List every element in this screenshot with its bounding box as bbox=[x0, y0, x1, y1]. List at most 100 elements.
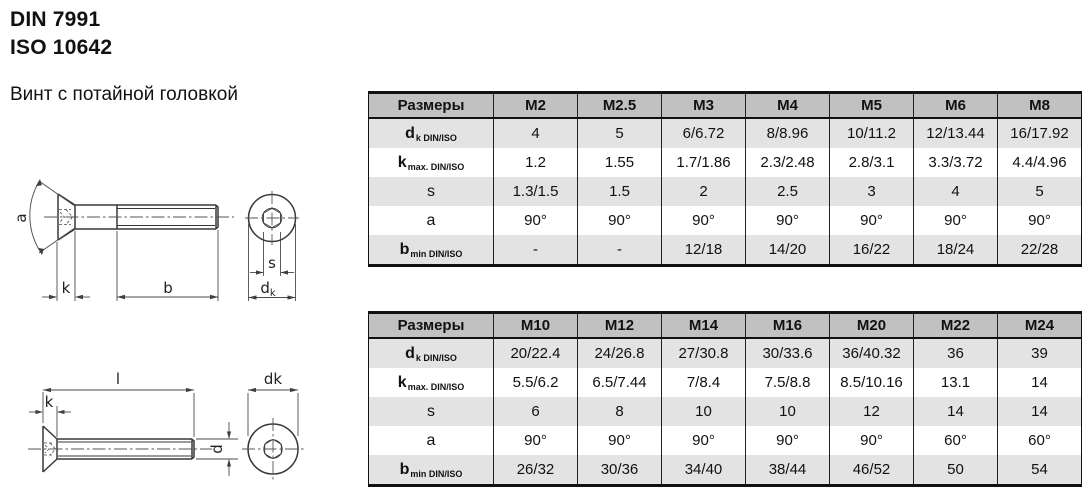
size-column-header: Размеры bbox=[397, 97, 465, 114]
table-cell: 5 bbox=[577, 119, 661, 148]
table-cell: 4.4/4.96 bbox=[997, 148, 1081, 177]
row-label: a bbox=[426, 211, 436, 229]
table-cell: 30/33.6 bbox=[745, 339, 829, 368]
drawing-countersunk-screw-partial-thread: a k b bbox=[12, 179, 299, 301]
column-header-M2.5: M2.5 bbox=[577, 94, 661, 117]
table-row: s 6 8 10 10 12 14 14 bbox=[369, 397, 1081, 426]
hidden-socket-lines bbox=[44, 442, 57, 456]
table-cell: 5.5/6.2 bbox=[493, 368, 577, 397]
d-dimension: d bbox=[196, 422, 238, 476]
table-header-row: Размеры M2 M2.5 M3 M4 M5 M6 M8 bbox=[369, 94, 1081, 119]
row-label: s bbox=[427, 182, 435, 200]
product-title: Винт с потайной головкой bbox=[10, 84, 238, 105]
column-header-M5: M5 bbox=[829, 94, 913, 117]
table-cell: 14 bbox=[997, 397, 1081, 426]
size-column-header: Размеры bbox=[397, 317, 465, 334]
table-cell: 14/20 bbox=[745, 235, 829, 264]
table-cell: 2 bbox=[661, 177, 745, 206]
table-cell: 14 bbox=[913, 397, 997, 426]
table-cell: 34/40 bbox=[661, 455, 745, 484]
length-dimension: l bbox=[42, 370, 195, 437]
column-header-M24: M24 bbox=[997, 314, 1081, 337]
table-cell: 1.55 bbox=[577, 148, 661, 177]
table-cell: 12 bbox=[829, 397, 913, 426]
table-cell: 2.3/2.48 bbox=[745, 148, 829, 177]
table-cell: 8 bbox=[577, 397, 661, 426]
table-cell: 18/24 bbox=[913, 235, 997, 264]
dim-label-head-height: k bbox=[45, 393, 54, 411]
table-cell: 8/8.96 bbox=[745, 119, 829, 148]
table-cell: 36/40.32 bbox=[829, 339, 913, 368]
table-cell: 90° bbox=[493, 426, 577, 455]
table-cell: 2.5 bbox=[745, 177, 829, 206]
dimensions-table-large-sizes: Размеры M10 M12 M14 M16 M20 M22 M24 d k DIN/ISO 20… bbox=[368, 311, 1082, 487]
table-cell: 26/32 bbox=[493, 455, 577, 484]
table-row: b min DIN/ISO - -12/18 14/20 16/22 18/24 22/28 bbox=[369, 235, 1081, 264]
dimensions-table-small-sizes: Размеры M2 M2.5 M3 M4 M5 M6 M8 d k DIN/ISO 4 5 6/6.7… bbox=[368, 91, 1082, 267]
table-cell: 13.1 bbox=[913, 368, 997, 397]
dim-label-thread-length: b bbox=[163, 279, 173, 297]
column-header-M20: M20 bbox=[829, 314, 913, 337]
table-cell: 36 bbox=[913, 339, 997, 368]
table-cell: 3.3/3.72 bbox=[913, 148, 997, 177]
dim-label-socket: s bbox=[268, 254, 276, 272]
table-cell: 46/52 bbox=[829, 455, 913, 484]
screw-side-view: l k d bbox=[28, 370, 238, 476]
table-cell: 10 bbox=[661, 397, 745, 426]
table-cell: 16/22 bbox=[829, 235, 913, 264]
row-label: k max. DIN/ISO bbox=[397, 373, 465, 392]
column-header-M6: M6 bbox=[913, 94, 997, 117]
table-cell: 22/28 bbox=[997, 235, 1081, 264]
row-label: b min DIN/ISO bbox=[399, 240, 463, 259]
table-cell: 90° bbox=[577, 426, 661, 455]
table-cell: 6 bbox=[493, 397, 577, 426]
standard-din: DIN 7991 bbox=[10, 8, 101, 31]
table-cell: 3 bbox=[829, 177, 913, 206]
column-header-M10: M10 bbox=[493, 314, 577, 337]
dim-label-shank-dia: d bbox=[208, 444, 226, 454]
standards-block: DIN 7991 ISO 10642 bbox=[10, 6, 112, 62]
table-cell: - bbox=[493, 235, 577, 264]
column-header-M3: M3 bbox=[661, 94, 745, 117]
table-cell: 1.5 bbox=[577, 177, 661, 206]
hidden-socket-lines bbox=[59, 209, 74, 225]
table-cell: 90° bbox=[745, 426, 829, 455]
table-cell: 1.7/1.86 bbox=[661, 148, 745, 177]
table-cell: 4 bbox=[913, 177, 997, 206]
angle-dimension: a bbox=[12, 179, 75, 255]
dim-label-head-height: k bbox=[62, 279, 71, 297]
table-cell: 14 bbox=[997, 368, 1081, 397]
table-cell: 60° bbox=[997, 426, 1081, 455]
table-cell: 20/22.4 bbox=[493, 339, 577, 368]
row-label: s bbox=[427, 402, 435, 420]
row-label: b min DIN/ISO bbox=[399, 460, 463, 479]
table-cell: 1.2 bbox=[493, 148, 577, 177]
dim-label-angle: a bbox=[12, 213, 30, 222]
table-cell: 7/8.4 bbox=[661, 368, 745, 397]
table-row: a 90° 90° 90° 90° 90° 60° 60° bbox=[369, 426, 1081, 455]
table-cell: 27/30.8 bbox=[661, 339, 745, 368]
row-label: k max. DIN/ISO bbox=[397, 153, 465, 172]
table-row: k max. DIN/ISO 5.5/6.2 6.5/7.44 7/8.4 7.5/8.8… bbox=[369, 368, 1081, 397]
table-cell: 12/13.44 bbox=[913, 119, 997, 148]
table-row: a 90° 90° 90° 90° 90° 90° 90° bbox=[369, 206, 1081, 235]
column-header-M12: M12 bbox=[577, 314, 661, 337]
screw-end-view: dk bbox=[242, 370, 304, 480]
table-cell: 90° bbox=[829, 426, 913, 455]
screw-end-view: s dk bbox=[245, 191, 299, 301]
table-row: s 1.3/1.5 1.5 2 2.5 3 4 5 bbox=[369, 177, 1081, 206]
table-cell: 54 bbox=[997, 455, 1081, 484]
table-cell: 10/11.2 bbox=[829, 119, 913, 148]
table-cell: 90° bbox=[745, 206, 829, 235]
table-cell: 50 bbox=[913, 455, 997, 484]
table-cell: 90° bbox=[997, 206, 1081, 235]
row-label: a bbox=[426, 431, 436, 449]
table-cell: 60° bbox=[913, 426, 997, 455]
k-dimension: k bbox=[29, 393, 71, 437]
table-cell: 12/18 bbox=[661, 235, 745, 264]
column-header-M4: M4 bbox=[745, 94, 829, 117]
